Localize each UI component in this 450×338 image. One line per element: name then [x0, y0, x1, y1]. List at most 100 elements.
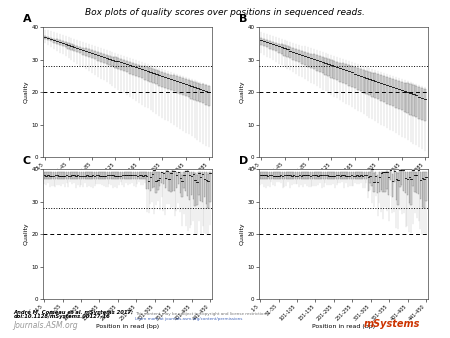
Bar [193, 172, 194, 199]
Bar [129, 62, 131, 74]
Bar [310, 53, 312, 68]
Bar [369, 72, 371, 95]
Bar [91, 50, 93, 58]
Bar [158, 71, 161, 86]
Bar [399, 169, 400, 187]
Text: D: D [238, 156, 248, 166]
Bar [282, 172, 284, 179]
Bar [187, 170, 189, 196]
Bar [405, 172, 406, 193]
Bar [165, 172, 166, 188]
Bar [307, 53, 309, 67]
Bar [313, 54, 315, 69]
Bar [202, 172, 203, 202]
Bar [384, 172, 386, 192]
Bar [114, 57, 117, 68]
Bar [410, 172, 412, 204]
Bar [103, 172, 104, 179]
Bar [196, 83, 198, 101]
Bar [420, 172, 421, 199]
Bar [323, 172, 324, 179]
Bar [118, 172, 119, 179]
Bar [381, 172, 382, 190]
Bar [347, 172, 348, 179]
Bar [184, 79, 187, 96]
Bar [321, 57, 324, 73]
Bar [205, 86, 207, 104]
X-axis label: Position in read (bp): Position in read (bp) [95, 324, 159, 329]
Bar [112, 56, 113, 67]
Bar [274, 172, 276, 179]
Bar [79, 47, 81, 53]
Bar [371, 73, 374, 97]
X-axis label: Position in read (bp): Position in read (bp) [311, 182, 375, 187]
Bar [81, 172, 82, 179]
Bar [207, 174, 209, 208]
Bar [99, 53, 102, 62]
Bar [388, 172, 389, 195]
Bar [260, 38, 262, 45]
Bar [325, 172, 326, 179]
Bar [190, 81, 193, 99]
Bar [328, 59, 329, 76]
Bar [174, 171, 176, 191]
Bar [161, 172, 162, 184]
Bar [289, 47, 292, 58]
Bar [274, 43, 277, 51]
Bar [375, 172, 376, 182]
Bar [276, 172, 278, 179]
Bar [85, 48, 87, 56]
Bar [394, 170, 395, 182]
Bar [144, 172, 145, 179]
Bar [170, 75, 172, 90]
Bar [114, 172, 116, 179]
Bar [99, 172, 101, 179]
Bar [133, 172, 135, 179]
Bar [111, 172, 112, 179]
Bar [412, 85, 414, 116]
Bar [416, 172, 418, 193]
Bar [407, 172, 408, 195]
Bar [396, 172, 397, 200]
Bar [150, 172, 151, 191]
Bar [167, 74, 169, 89]
Text: André M. Comeau et al. mSystems 2017;: André M. Comeau et al. mSystems 2017; [14, 309, 134, 315]
Bar [135, 64, 137, 76]
Bar [271, 172, 272, 179]
Bar [286, 46, 288, 57]
Bar [194, 82, 196, 100]
Bar [295, 49, 297, 61]
Bar [94, 51, 96, 59]
Bar [85, 172, 86, 179]
Bar [49, 172, 50, 179]
Bar [183, 172, 184, 188]
Bar [330, 172, 332, 179]
Y-axis label: Quality: Quality [240, 223, 245, 245]
Bar [172, 170, 173, 191]
Bar [401, 170, 402, 185]
Bar [200, 172, 202, 201]
Bar [202, 84, 204, 103]
Bar [380, 75, 382, 101]
Bar [324, 58, 327, 75]
Bar [97, 52, 99, 61]
Bar [301, 51, 303, 64]
Bar [366, 172, 367, 179]
Bar [284, 45, 286, 55]
Bar [354, 67, 356, 89]
Bar [278, 44, 280, 53]
Text: mSystems: mSystems [363, 319, 420, 330]
Bar [383, 76, 385, 102]
Bar [379, 172, 380, 192]
Bar [374, 73, 377, 98]
Bar [72, 172, 73, 179]
Bar [191, 172, 192, 195]
Bar [57, 172, 58, 179]
Bar [88, 172, 90, 179]
Bar [73, 45, 76, 51]
Bar [166, 170, 168, 179]
Bar [425, 172, 427, 201]
Bar [298, 50, 300, 63]
Bar [365, 71, 368, 94]
Bar [409, 172, 410, 203]
